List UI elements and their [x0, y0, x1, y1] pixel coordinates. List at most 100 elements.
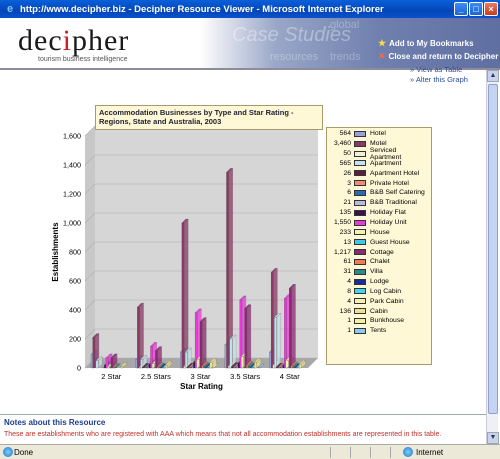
- scroll-thumb[interactable]: [488, 84, 498, 414]
- bar: [142, 367, 145, 369]
- bar: [140, 359, 143, 369]
- scroll-up-button[interactable]: ▲: [487, 70, 499, 82]
- gridline-side: [84, 328, 96, 340]
- bar: [150, 346, 153, 369]
- legend-swatch: [354, 170, 366, 177]
- legend-item: 31 Villa: [329, 267, 429, 277]
- x-tick-label: 4 Star: [280, 372, 301, 381]
- legend-count: 4: [347, 278, 351, 286]
- bar: [254, 362, 257, 369]
- scroll-down-button[interactable]: ▼: [487, 432, 499, 444]
- y-tick-label: 800: [69, 248, 81, 257]
- legend-swatch: [354, 189, 366, 196]
- legend-label: Bunkhouse: [370, 317, 405, 325]
- legend-swatch: [354, 288, 366, 295]
- add-bookmark-label: Add to My Bookmarks: [389, 39, 474, 48]
- legend-item: 4 Park Cabin: [329, 296, 429, 306]
- legend-swatch: [353, 150, 366, 157]
- legend-count: 6: [347, 189, 351, 197]
- chart-title-box: Accommodation Businesses by Type and Sta…: [95, 105, 323, 130]
- legend-count: 31: [343, 268, 351, 276]
- legend-count: 1,550: [333, 219, 351, 227]
- gridline-side: [84, 212, 96, 224]
- bar: [165, 365, 168, 369]
- bar: [229, 338, 233, 369]
- window-controls: _ □ ×: [454, 2, 498, 16]
- status-divider: [390, 447, 391, 458]
- close-icon: ✕: [378, 51, 386, 61]
- notes-text: These are establishments who are registe…: [4, 431, 442, 438]
- bar: [120, 366, 124, 369]
- y-tick-label: 0: [77, 364, 81, 373]
- y-tick-label: 1,400: [63, 161, 81, 170]
- decipher-logo[interactable]: decipher: [18, 24, 129, 58]
- logo-text-end: pher: [71, 24, 130, 57]
- legend-label: B&B Self Catering: [370, 189, 425, 197]
- bar: [289, 288, 292, 369]
- y-tick-label: 600: [69, 277, 81, 286]
- close-return-label: Close and return to Decipher: [388, 52, 499, 61]
- view-as-table-link[interactable]: » View as Table: [410, 65, 463, 74]
- legend-count: 4: [347, 297, 351, 305]
- legend-label: Apartment Hotel: [370, 169, 420, 177]
- legend-count: 1: [347, 327, 351, 335]
- vertical-scrollbar[interactable]: ▲ ▼: [486, 70, 499, 444]
- legend-label: Cottage: [370, 248, 394, 256]
- gridline-side: [84, 125, 96, 137]
- bar: [185, 351, 188, 369]
- legend-count: 3,460: [333, 140, 351, 148]
- legend-label: Private Hotel: [370, 179, 409, 187]
- x-axis-label: Star Rating: [180, 382, 223, 391]
- add-bookmark-link[interactable]: ★ Add to My Bookmarks: [378, 38, 474, 49]
- bar: [226, 172, 229, 369]
- legend-count: 61: [343, 258, 351, 266]
- legend-label: Log Cabin: [370, 287, 401, 295]
- logo-text-i: i: [62, 24, 72, 57]
- close-window-button[interactable]: ×: [484, 2, 498, 16]
- bar: [285, 360, 289, 369]
- legend-label: House: [370, 228, 390, 236]
- legend-swatch: [354, 239, 366, 246]
- bar-side: [184, 218, 189, 369]
- bar: [105, 357, 109, 369]
- status-text: Done: [14, 447, 34, 457]
- legend-swatch: [354, 229, 366, 236]
- bar-side: [246, 304, 252, 369]
- star-icon: ★: [378, 38, 387, 48]
- bar: [155, 350, 158, 369]
- legend-item: 1 Bunkhouse: [329, 316, 429, 326]
- bar-side: [291, 284, 296, 369]
- window-title: http://www.decipher.biz - Decipher Resou…: [20, 3, 384, 15]
- bar: [181, 222, 185, 369]
- bar: [298, 364, 302, 369]
- y-tick-label: 200: [69, 335, 81, 344]
- minimize-button[interactable]: _: [454, 2, 468, 16]
- legend-swatch: [354, 160, 366, 167]
- legend-item: 1,217 Cottage: [329, 247, 429, 257]
- legend-swatch: [354, 140, 366, 147]
- gridline-side: [84, 299, 96, 311]
- bar: [110, 357, 114, 369]
- security-zone: Internet: [403, 447, 443, 457]
- bar: [239, 299, 243, 369]
- legend-item: 13 Guest House: [329, 237, 429, 247]
- internet-explorer-icon: e: [6, 3, 14, 15]
- bar: [244, 308, 248, 369]
- maximize-button[interactable]: □: [469, 2, 483, 16]
- zone-label: Internet: [416, 447, 444, 457]
- banner-bg-word: Case Studies: [232, 24, 351, 46]
- bar: [194, 312, 198, 369]
- bar: [241, 356, 244, 369]
- notes-title: Notes about this Resource: [4, 418, 106, 427]
- legend-label: Tents: [370, 327, 387, 335]
- legend-label: Holiday Flat: [370, 209, 406, 217]
- legend-item: 3 Private Hotel: [329, 178, 429, 188]
- bar-side: [276, 313, 281, 369]
- alter-graph-link[interactable]: » Alter this Graph: [410, 75, 468, 84]
- bar-side: [202, 317, 207, 369]
- legend-swatch: [354, 249, 366, 256]
- legend-count: 233: [339, 228, 351, 236]
- legend-label: Chalet: [370, 258, 390, 266]
- legend-item: 233 House: [329, 227, 429, 237]
- close-return-link[interactable]: ✕ Close and return to Decipher: [378, 51, 498, 62]
